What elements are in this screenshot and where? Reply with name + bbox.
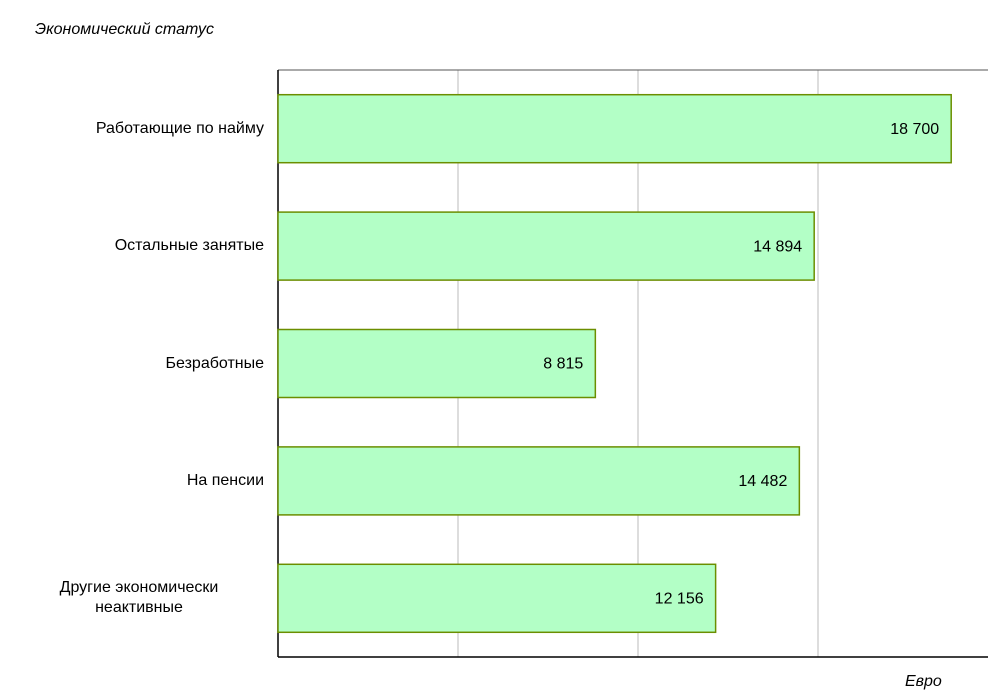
bar — [277, 93, 952, 164]
y-tick-label: Безработные — [0, 334, 264, 394]
bar — [277, 563, 717, 634]
y-tick-label: Работающие по найму — [0, 99, 264, 159]
y-tick-label: Другие экономически неактивные — [0, 568, 264, 628]
category-text: Другие экономически неактивные — [59, 579, 219, 617]
category-text: Работающие по найму — [95, 119, 264, 137]
chart-title: Экономический статус — [35, 21, 214, 38]
bar — [277, 328, 597, 399]
value-label: 12 156 — [655, 591, 704, 608]
y-tick-label: На пенсии — [0, 451, 264, 511]
value-label: 8 815 — [543, 356, 583, 373]
bar — [277, 211, 815, 281]
bar — [277, 446, 801, 516]
value-label: 14 894 — [753, 238, 802, 255]
category-text: На пенсии — [186, 471, 264, 489]
category-text: Остальные занятые — [114, 237, 264, 255]
value-label: 18 700 — [890, 121, 939, 138]
x-axis-label: Евро — [905, 673, 942, 690]
value-label: 14 482 — [738, 473, 787, 490]
y-tick-label: Остальные занятые — [0, 216, 264, 276]
category-text: Безработные — [165, 354, 264, 372]
